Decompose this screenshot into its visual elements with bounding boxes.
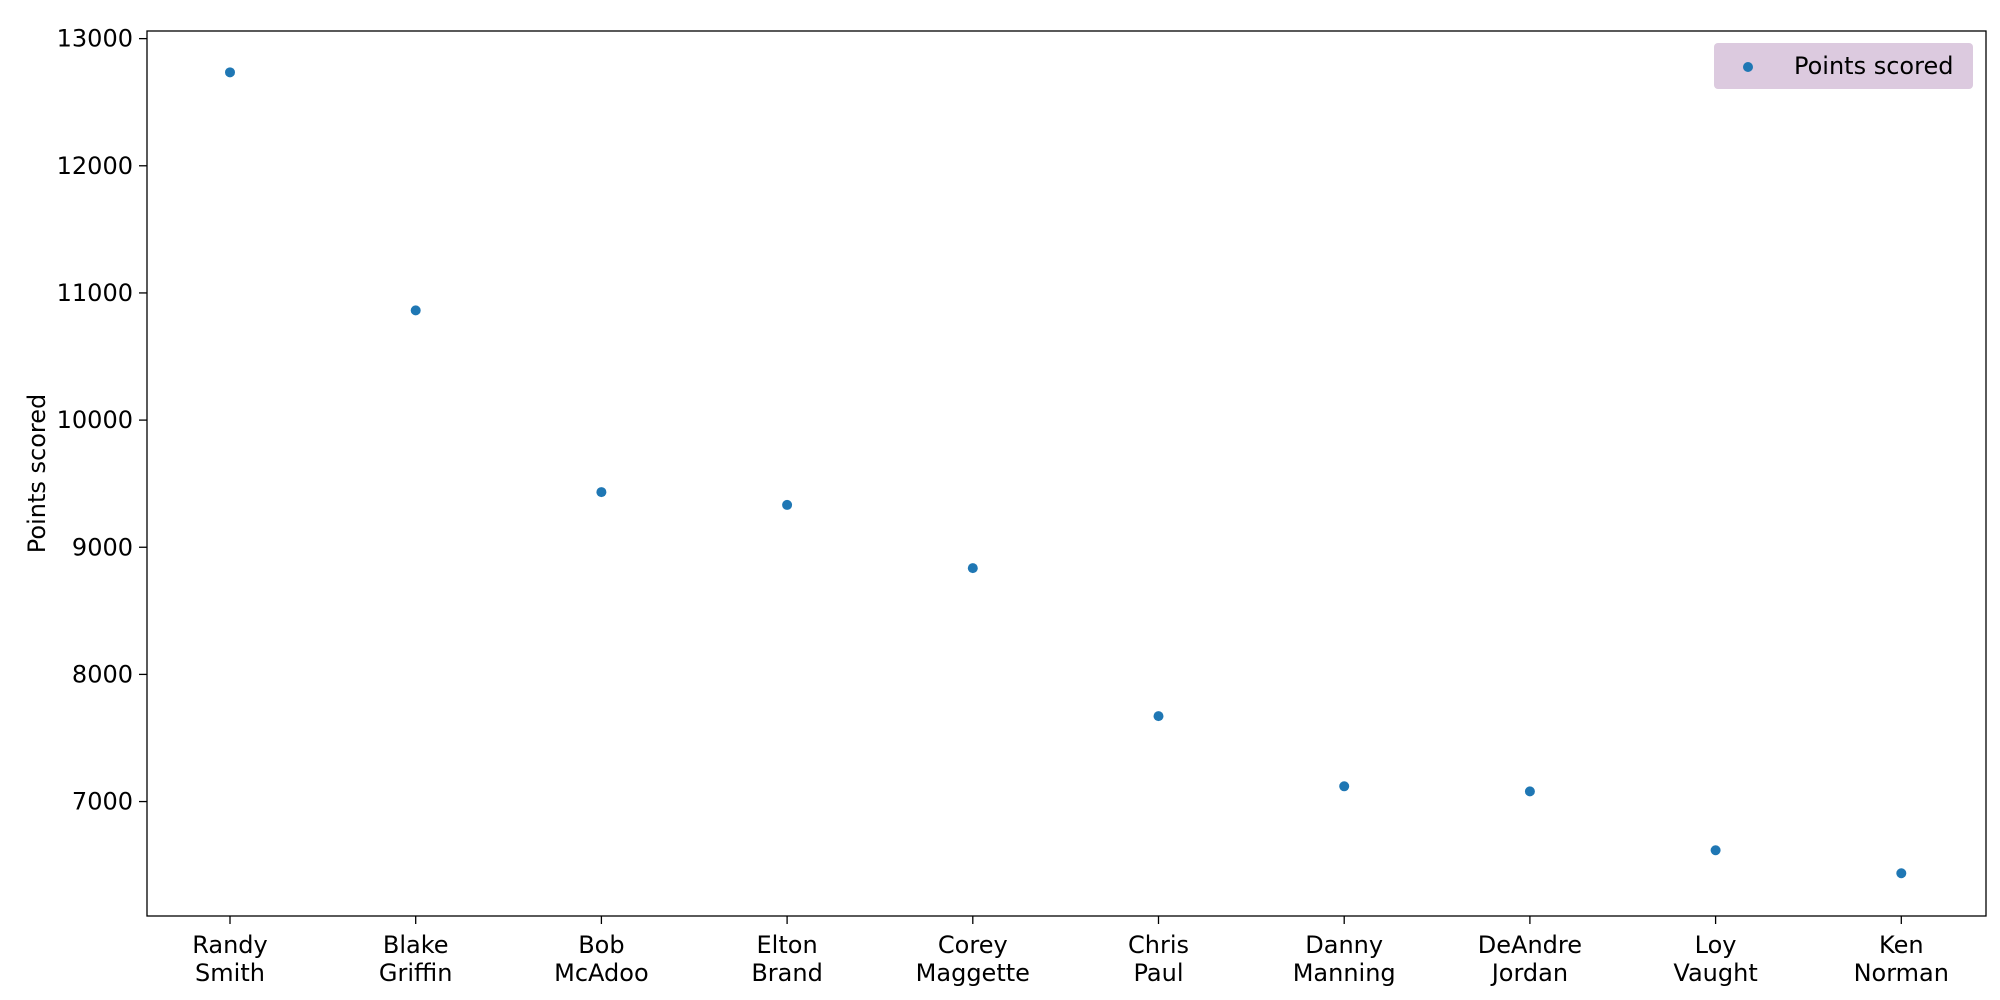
x-tick-label-line: Loy <box>1695 931 1737 959</box>
x-tick-label-line: Elton <box>757 931 818 959</box>
x-tick-label-line: Blake <box>383 931 449 959</box>
legend-marker <box>1743 62 1753 72</box>
x-tick-label-line: Chris <box>1128 931 1189 959</box>
y-tick-label: 10000 <box>57 406 133 434</box>
x-tick-label-line: Jordan <box>1490 959 1568 987</box>
y-axis-title: Points scored <box>23 394 51 553</box>
plot-frame <box>146 30 1987 917</box>
y-tick-label: 13000 <box>57 25 133 53</box>
data-point <box>1896 868 1907 879</box>
x-tick-label: Blake Griffin <box>379 931 453 987</box>
legend-label-points-scored: Points scored <box>1794 52 1953 80</box>
x-tick-label: Chris Paul <box>1128 931 1189 987</box>
x-tick-label: Elton Brand <box>751 931 822 987</box>
x-tick-label-line: Randy <box>192 931 268 959</box>
data-point <box>1153 711 1164 722</box>
y-tick-label: 11000 <box>57 279 133 307</box>
x-tick-label: DeAndre Jordan <box>1478 931 1582 987</box>
data-point <box>967 563 978 574</box>
x-axis: Randy Smith Blake Griffin Bob McAdoo Elton Bran… <box>192 916 1949 987</box>
y-tick-label: 12000 <box>57 152 133 180</box>
x-tick-label-line: Vaught <box>1673 959 1757 987</box>
data-point <box>410 305 421 316</box>
data-point <box>1710 845 1721 856</box>
x-tick-label-line: Smith <box>195 959 265 987</box>
data-point <box>782 499 793 510</box>
x-tick-label-line: Corey <box>938 931 1008 959</box>
x-tick-label: Corey Maggette <box>916 931 1030 987</box>
x-tick-label-line: Griffin <box>379 959 453 987</box>
y-tick-label: 8000 <box>72 660 133 688</box>
legend-box <box>1714 43 1973 89</box>
x-tick-label-line: Danny <box>1305 931 1383 959</box>
x-tick-label-line: Manning <box>1293 959 1396 987</box>
x-tick-label-line: Bob <box>578 931 624 959</box>
legend: Points scored <box>1714 43 1973 89</box>
data-point <box>1339 781 1350 792</box>
x-tick-label: Randy Smith <box>192 931 268 987</box>
x-tick-label-line: Paul <box>1134 959 1184 987</box>
data-point <box>1524 786 1535 797</box>
x-tick-label-line: Norman <box>1854 959 1949 987</box>
x-tick-label-line: Maggette <box>916 959 1030 987</box>
x-tick-label-line: McAdoo <box>554 959 649 987</box>
data-points <box>225 67 1907 879</box>
data-point <box>596 487 607 498</box>
x-tick-label-line: Brand <box>751 959 822 987</box>
y-tick-label: 7000 <box>72 788 133 816</box>
data-point <box>225 67 235 78</box>
x-tick-label: Loy Vaught <box>1673 931 1757 987</box>
x-tick-label: Danny Manning <box>1293 931 1396 987</box>
x-tick-label: Bob McAdoo <box>554 931 649 987</box>
y-tick-label: 9000 <box>72 533 133 561</box>
x-tick-label-line: DeAndre <box>1478 931 1582 959</box>
x-tick-label: Ken Norman <box>1854 931 1949 987</box>
x-tick-label-line: Ken <box>1879 931 1924 959</box>
y-axis: 7000 8000 9000 10000 11000 12000 13000 <box>57 25 147 816</box>
